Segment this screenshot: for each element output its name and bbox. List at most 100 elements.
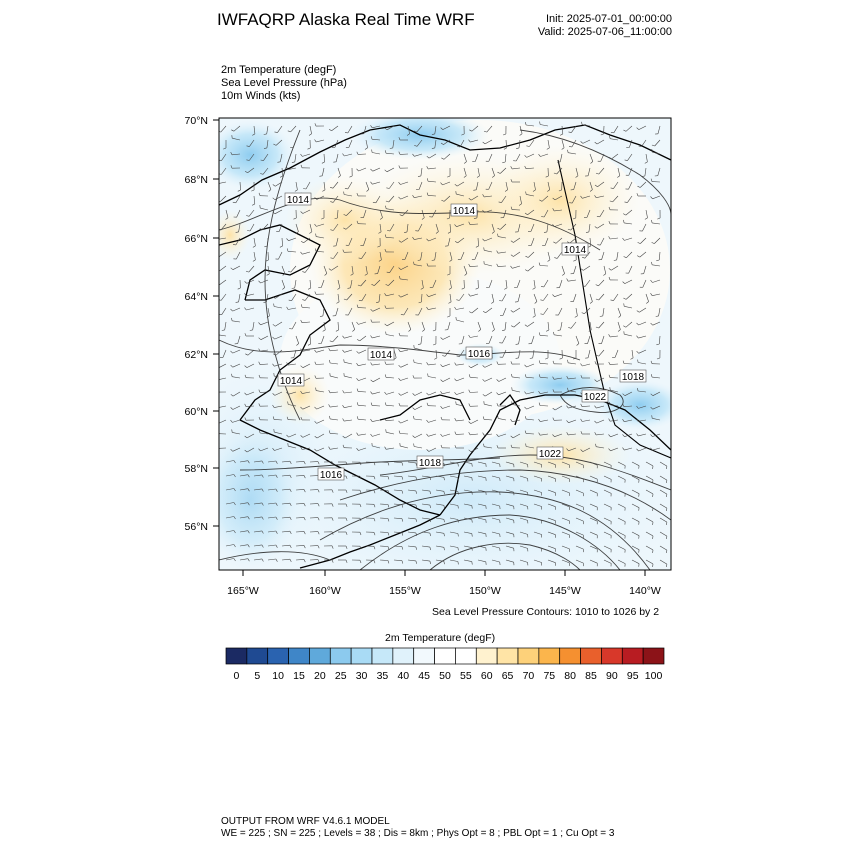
wind-barb-flag <box>230 364 233 368</box>
wind-barb <box>568 405 577 409</box>
wind-barb <box>379 461 389 463</box>
wind-barb-flag <box>594 432 597 436</box>
wind-barb <box>435 545 444 548</box>
wind-barb <box>624 306 633 309</box>
plot-frame <box>218 117 672 571</box>
wind-barb <box>533 503 542 507</box>
wind-barb-flag <box>268 189 272 192</box>
wind-barb <box>561 125 564 135</box>
wind-barb <box>499 167 507 174</box>
wind-barb <box>513 321 521 328</box>
wind-barb-flag <box>303 489 306 493</box>
wind-barb <box>613 181 619 189</box>
wind-barb-flag <box>655 315 659 317</box>
wind-barb <box>526 418 535 421</box>
wind-barb <box>363 209 367 218</box>
wind-barb-flag <box>638 145 642 147</box>
wind-barb <box>337 279 341 288</box>
wind-barb-flag <box>261 460 264 464</box>
variable-pressure: Sea Level Pressure (hPa) <box>221 77 347 89</box>
wind-barb <box>601 251 605 260</box>
wind-barb <box>533 517 542 521</box>
wind-barb-flag <box>294 189 298 192</box>
wind-barb-flag <box>440 337 444 340</box>
wind-barb-flag <box>617 329 621 332</box>
wind-barb <box>225 530 234 533</box>
wind-barb <box>400 349 409 352</box>
wind-barb <box>301 321 311 323</box>
wind-barb-flag <box>231 373 233 377</box>
wind-barb <box>463 517 472 520</box>
wind-barb-flag <box>335 329 339 332</box>
wind-barb <box>220 223 227 231</box>
wind-barb <box>518 349 521 358</box>
wind-barb-flag <box>482 310 486 314</box>
wind-barb-flag <box>398 165 401 169</box>
wind-barb <box>498 418 507 421</box>
wind-barb-flag <box>431 259 435 261</box>
wind-barb <box>589 489 598 494</box>
wind-barb-flag <box>230 350 233 354</box>
wind-barb <box>389 223 395 232</box>
wind-barb <box>323 153 325 163</box>
colorbar-swatch <box>246 647 269 665</box>
wind-barb <box>225 488 234 491</box>
wind-barb <box>614 349 619 358</box>
wind-barb <box>559 279 563 288</box>
wind-barb <box>316 405 325 410</box>
wind-barb-flag <box>440 406 443 409</box>
wind-barb <box>471 195 479 201</box>
wind-barb-flag <box>260 173 264 175</box>
wind-barb <box>547 475 556 479</box>
wind-barb <box>274 363 283 367</box>
wind-barb <box>571 195 577 204</box>
wind-barb-flag <box>412 236 415 240</box>
wind-barb <box>652 279 661 283</box>
wind-barb-flag <box>412 195 415 198</box>
wind-barb <box>610 237 619 240</box>
wind-barb-flag <box>457 491 459 495</box>
wind-barb <box>239 530 248 533</box>
wind-barb <box>377 265 381 274</box>
wind-barb <box>428 419 437 423</box>
wind-barb <box>491 293 495 302</box>
wind-barb <box>631 545 640 550</box>
wind-barb <box>302 433 311 438</box>
wind-barb-flag <box>622 393 626 396</box>
wind-barb-flag <box>373 476 376 480</box>
wind-barb-flag <box>366 189 369 192</box>
wind-barb <box>556 251 563 259</box>
wind-barb-flag <box>398 332 401 336</box>
wind-barb <box>335 307 339 316</box>
wind-barb <box>372 181 381 185</box>
wind-barb <box>642 279 647 288</box>
wind-barb-flag <box>651 242 655 244</box>
wind-barb <box>626 251 633 258</box>
wind-barb <box>401 237 409 243</box>
wind-barb-flag <box>314 406 317 410</box>
wind-barb-flag <box>636 350 639 354</box>
wind-barb <box>365 181 370 190</box>
wind-barb <box>573 181 577 190</box>
wind-barb-flag <box>287 130 291 133</box>
wind-barb <box>435 475 444 478</box>
wind-barb-flag <box>303 531 306 535</box>
wind-barb <box>616 251 619 260</box>
wind-barb <box>602 307 605 316</box>
wind-barb-flag <box>426 263 429 267</box>
wind-barb <box>249 223 255 232</box>
wind-barb-flag <box>356 402 359 406</box>
wind-barb-flag <box>275 530 278 534</box>
wind-barb-flag <box>398 349 401 352</box>
wind-barb <box>435 503 444 506</box>
wind-barb <box>601 335 605 344</box>
wind-barb-flag <box>471 533 473 537</box>
wind-barb <box>294 153 297 162</box>
wind-barb <box>421 545 430 548</box>
wind-barb-flag <box>358 300 362 302</box>
wind-barb-flag <box>426 449 430 452</box>
wind-barb <box>515 153 521 162</box>
contour-label: 1016 <box>317 467 345 481</box>
wind-barb-flag <box>540 299 544 301</box>
wind-barb <box>329 391 339 394</box>
